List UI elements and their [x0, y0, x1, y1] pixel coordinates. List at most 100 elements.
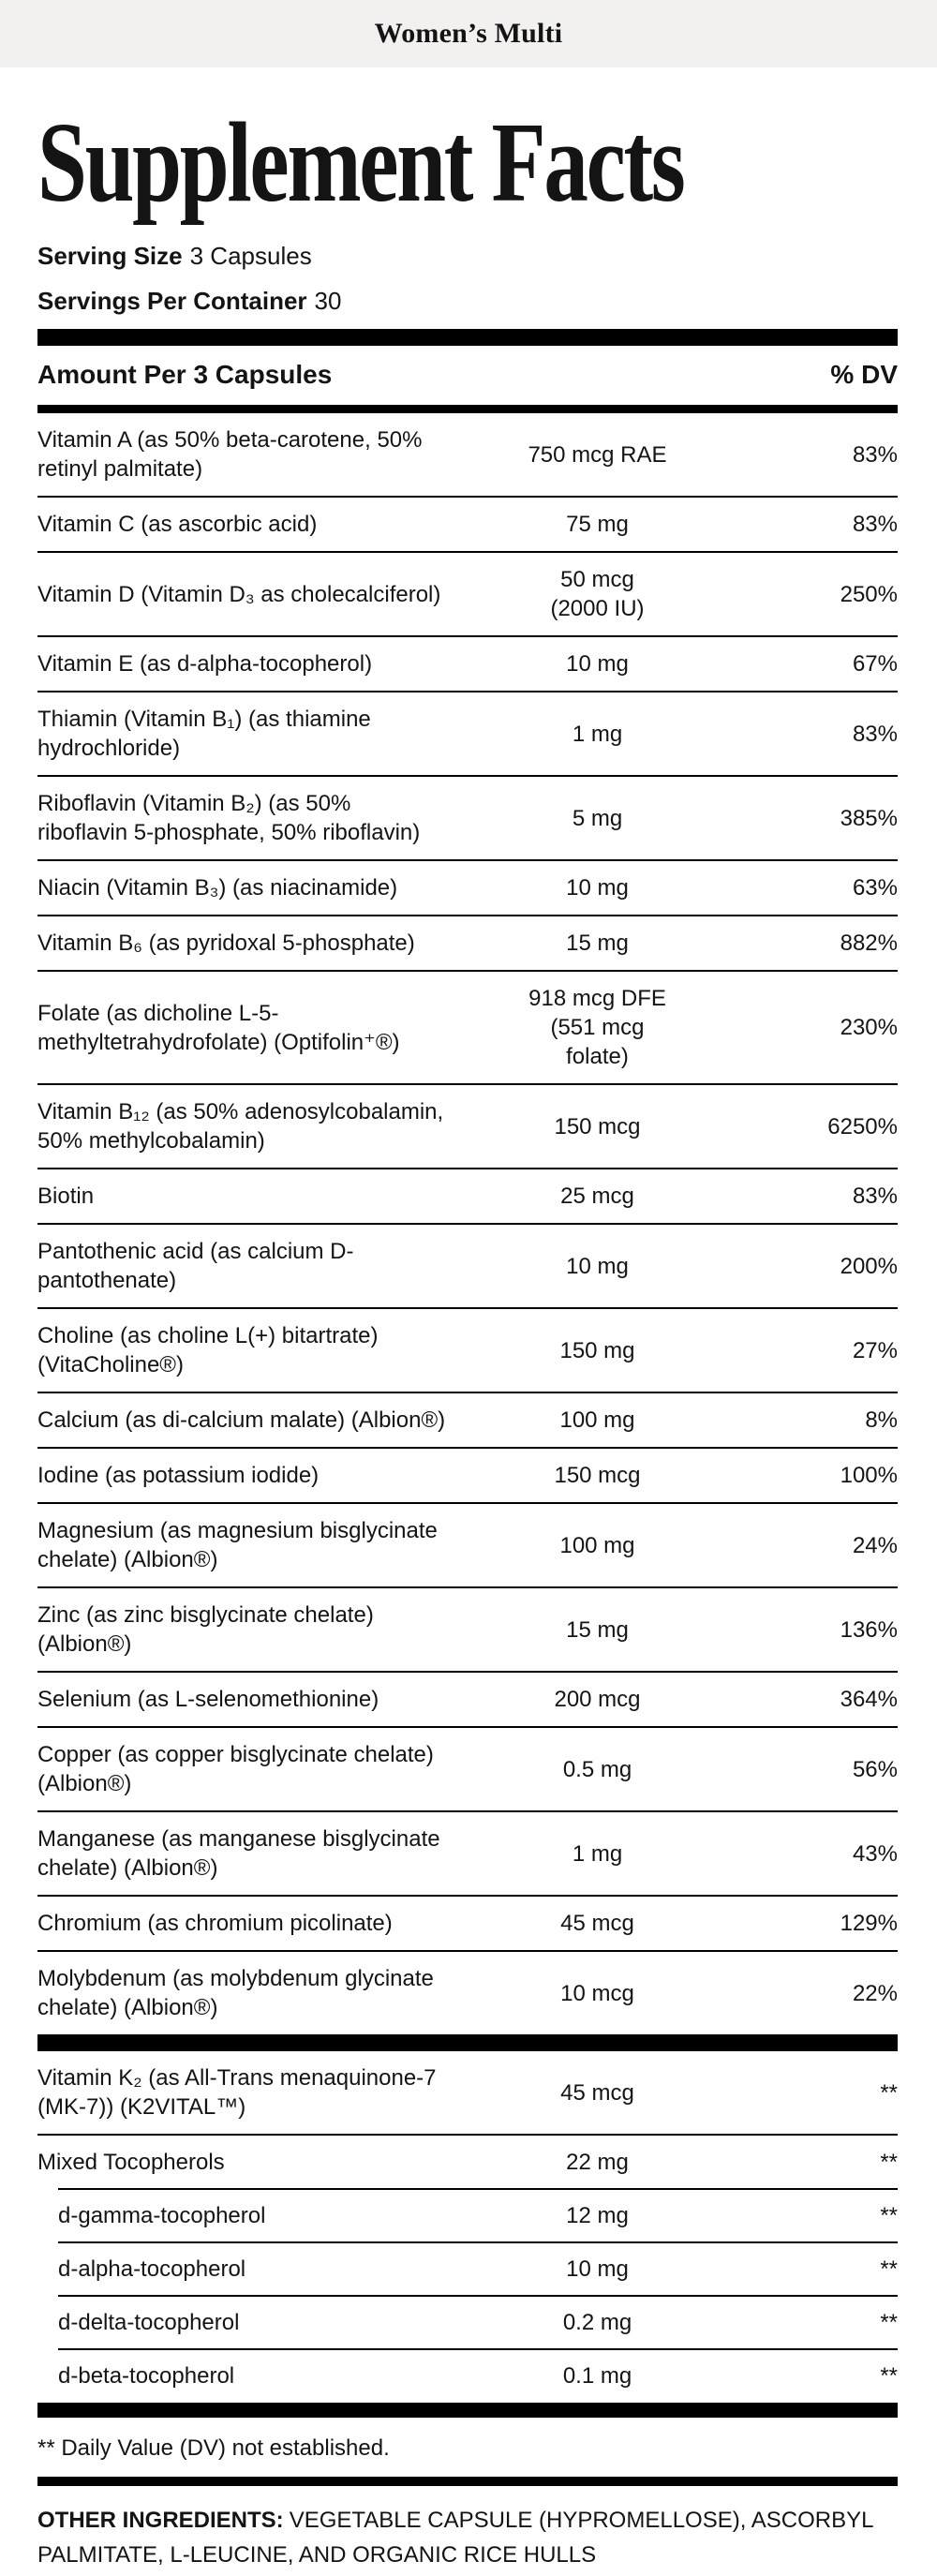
- nutrient-dv: 364%: [840, 1687, 898, 1712]
- nutrient-dv: **: [880, 2079, 898, 2106]
- nutrient-dv: 385%: [840, 805, 898, 831]
- nutrient-name: Riboflavin (Vitamin B₂) (as 50% riboflav…: [37, 791, 421, 845]
- table-row: Niacin (Vitamin B₃) (as niacinamide) 10 …: [37, 859, 898, 915]
- table-row: Vitamin B₁₂ (as 50% adenosylcobalamin, 5…: [37, 1083, 898, 1168]
- nutrient-amount: 10 mg: [566, 651, 629, 677]
- table-row: Vitamin D (Vitamin D₃ as cholecalciferol…: [37, 551, 898, 635]
- product-header-band: Women’s Multi: [0, 0, 937, 67]
- nutrient-amount: 25 mcg: [560, 1184, 634, 1209]
- nutrient-amount: 45 mcg: [560, 1911, 634, 1936]
- nutrient-name: Vitamin K₂ (as All-Trans menaquinone-7 (…: [37, 2065, 437, 2120]
- nutrient-amount: 0.5 mg: [562, 1756, 632, 1782]
- nutrient-dv: 230%: [840, 1015, 898, 1040]
- nutrient-dv: 24%: [852, 1532, 898, 1558]
- main-nutrient-rows: Vitamin A (as 50% beta-carotene, 50% ret…: [37, 413, 898, 2034]
- nutrient-amount: 10 mcg: [560, 1980, 634, 2006]
- table-row: Vitamin E (as d-alpha-tocopherol) 10 mg …: [37, 635, 898, 691]
- servings-per-container-line: Servings Per Container 30: [37, 287, 898, 316]
- servings-per-container-value: 30: [314, 287, 342, 315]
- nutrient-name: Manganese (as manganese bisglycinate che…: [37, 1826, 440, 1881]
- table-row: d-alpha-tocopherol 10 mg **: [37, 2241, 898, 2296]
- nutrient-amount: 150 mcg: [554, 1113, 641, 1139]
- nutrient-dv: 250%: [840, 581, 898, 607]
- serving-size-label: Serving Size: [37, 242, 183, 270]
- nutrient-name: Vitamin D (Vitamin D₃ as cholecalciferol…: [37, 581, 441, 607]
- nutrient-amount: 15 mg: [566, 931, 629, 956]
- table-row: Zinc (as zinc bisglycinate chelate) (Alb…: [37, 1586, 898, 1671]
- other-ingredients-text: VEGETABLE CAPSULE (HYPROMELLOSE), ASCORB…: [37, 2508, 873, 2568]
- table-row: Vitamin A (as 50% beta-carotene, 50% ret…: [37, 413, 898, 496]
- nutrient-name: Thiamin (Vitamin B₁) (as thiamine hydroc…: [37, 707, 371, 761]
- nutrient-dv: **: [880, 2150, 898, 2175]
- nutrient-name: Vitamin B₆ (as pyridoxal 5-phosphate): [37, 931, 415, 956]
- nutrient-dv: 200%: [840, 1253, 898, 1279]
- nutrient-amount: 100 mg: [559, 1407, 635, 1433]
- nutrient-amount: 10 mg: [566, 875, 629, 901]
- nutrient-amount: 10 mg: [566, 1253, 629, 1279]
- table-row: Iodine (as potassium iodide) 150 mcg 100…: [37, 1447, 898, 1502]
- nutrient-name: Vitamin E (as d-alpha-tocopherol): [37, 651, 373, 677]
- nutrient-amount: 1 mg: [572, 721, 623, 747]
- nutrient-amount: 150 mcg: [554, 1463, 641, 1488]
- nutrient-name: Niacin (Vitamin B₃) (as niacinamide): [37, 875, 398, 901]
- nutrient-name: Zinc (as zinc bisglycinate chelate) (Alb…: [37, 1602, 374, 1657]
- serving-size-line: Serving Size 3 Capsules: [37, 242, 898, 271]
- supplement-facts-panel: Supplement Facts Serving Size 3 Capsules …: [0, 105, 937, 2572]
- nutrient-dv: 882%: [840, 931, 898, 956]
- nutrient-name: Iodine (as potassium iodide): [37, 1463, 320, 1488]
- product-name: Women’s Multi: [374, 18, 563, 49]
- nutrient-dv: 8%: [865, 1407, 898, 1433]
- nutrient-name: Magnesium (as magnesium bisglycinate che…: [37, 1518, 438, 1572]
- nutrient-dv: 6250%: [827, 1113, 898, 1139]
- nutrient-name: Vitamin C (as ascorbic acid): [37, 512, 318, 537]
- nutrient-dv: 22%: [852, 1980, 898, 2006]
- nutrient-dv: **: [880, 2256, 898, 2282]
- table-row: Thiamin (Vitamin B₁) (as thiamine hydroc…: [37, 691, 898, 775]
- nutrient-name: d-gamma-tocopherol: [58, 2203, 266, 2228]
- nutrient-amount: 918 mcg DFE (551 mcg folate): [528, 986, 666, 1069]
- section-bar-secondary: [37, 2034, 898, 2051]
- footnote-bar-bottom: [37, 2477, 898, 2486]
- nutrient-dv: 100%: [840, 1463, 898, 1488]
- nutrient-amount: 75 mg: [566, 512, 629, 537]
- nutrient-name: Chromium (as chromium picolinate): [37, 1911, 393, 1936]
- nutrient-name: d-beta-tocopherol: [58, 2363, 235, 2389]
- nutrient-name: Calcium (as di-calcium malate) (Albion®): [37, 1407, 446, 1433]
- section-bar-top: [37, 329, 898, 346]
- nutrient-amount: 15 mg: [566, 1616, 629, 1643]
- nutrient-name: Mixed Tocopherols: [37, 2150, 225, 2175]
- table-row: Riboflavin (Vitamin B₂) (as 50% riboflav…: [37, 775, 898, 859]
- table-row: Calcium (as di-calcium malate) (Albion®)…: [37, 1392, 898, 1447]
- table-row: Choline (as choline L(+) bitartrate) (Vi…: [37, 1307, 898, 1392]
- table-row: Molybdenum (as molybdenum glycinate chel…: [37, 1950, 898, 2034]
- nutrient-name: d-alpha-tocopherol: [58, 2256, 246, 2282]
- table-row: Copper (as copper bisglycinate chelate) …: [37, 1726, 898, 1810]
- table-row: d-beta-tocopherol 0.1 mg **: [37, 2348, 898, 2403]
- nutrient-name: Vitamin A (as 50% beta-carotene, 50% ret…: [37, 427, 423, 482]
- nutrient-amount: 45 mcg: [560, 2079, 634, 2106]
- nutrient-name: Copper (as copper bisglycinate chelate) …: [37, 1742, 434, 1796]
- servings-per-container-label: Servings Per Container: [37, 287, 307, 315]
- nutrient-name: Molybdenum (as molybdenum glycinate chel…: [37, 1966, 434, 2020]
- table-row: d-gamma-tocopherol 12 mg **: [37, 2188, 898, 2242]
- nutrient-amount: 12 mg: [566, 2203, 629, 2228]
- nutrient-dv: 56%: [852, 1756, 898, 1782]
- nutrient-dv: 83%: [852, 721, 898, 747]
- nutrient-amount: 150 mg: [559, 1337, 635, 1363]
- table-row: Pantothenic acid (as calcium D- pantothe…: [37, 1223, 898, 1307]
- nutrient-dv: 43%: [852, 1840, 898, 1867]
- nutrient-name: Biotin: [37, 1184, 95, 1209]
- dv-footnote: ** Daily Value (DV) not established.: [37, 2435, 390, 2461]
- serving-size-value: 3 Capsules: [189, 242, 312, 270]
- footnote-bar-top: [37, 2403, 898, 2418]
- amount-per-header: Amount Per 3 Capsules: [37, 360, 333, 389]
- other-ingredients: OTHER INGREDIENTS: VEGETABLE CAPSULE (HYP…: [37, 2503, 898, 2572]
- table-row: d-delta-tocopherol 0.2 mg **: [37, 2295, 898, 2349]
- nutrient-amount: 22 mg: [566, 2150, 629, 2175]
- nutrient-dv: 67%: [852, 651, 898, 677]
- table-row: Mixed Tocopherols 22 mg **: [37, 2134, 898, 2189]
- nutrient-dv: **: [880, 2203, 898, 2228]
- nutrient-name: Choline (as choline L(+) bitartrate) (Vi…: [37, 1323, 379, 1377]
- table-row: Chromium (as chromium picolinate) 45 mcg…: [37, 1895, 898, 1950]
- dv-header: % DV: [830, 360, 898, 389]
